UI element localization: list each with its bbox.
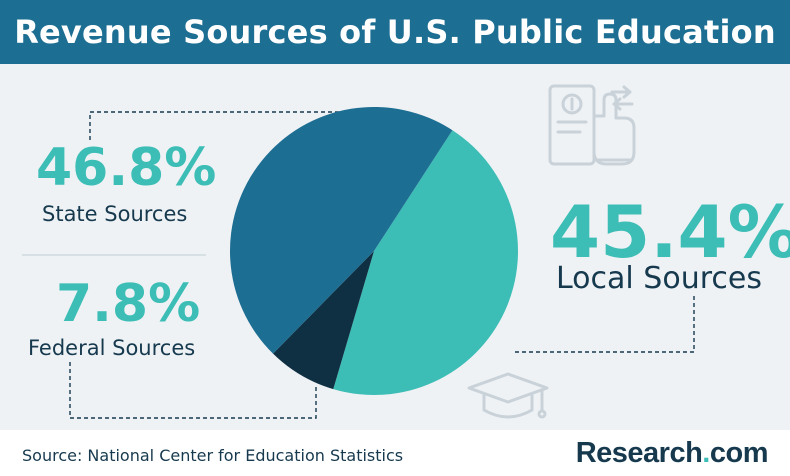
footer xyxy=(0,430,790,476)
pie-slice-local-sources xyxy=(333,130,518,395)
local-connector xyxy=(515,296,695,353)
page-title: Revenue Sources of U.S. Public Education xyxy=(14,13,776,51)
local-label: Local Sources xyxy=(556,261,762,296)
brand-name: Research xyxy=(575,437,703,469)
pie-slice-federal-sources xyxy=(273,251,374,390)
federal-label: Federal Sources xyxy=(28,336,196,360)
brand-logo: Research.com xyxy=(575,437,769,470)
pie-slices xyxy=(229,106,518,395)
brand-dot: . xyxy=(702,437,710,469)
state-percentage: 46.8% xyxy=(36,138,217,198)
federal-percentage: 7.8% xyxy=(56,274,201,334)
state-label: State Sources xyxy=(42,202,188,226)
graduation-cap-icon xyxy=(467,372,549,419)
connector-lines xyxy=(69,111,695,419)
source-note: Source: National Center for Education St… xyxy=(22,446,404,465)
federal-connector xyxy=(69,362,317,419)
brand-tld: com xyxy=(709,437,769,469)
header-banner: Revenue Sources of U.S. Public Education xyxy=(0,0,790,64)
state-connector xyxy=(89,111,346,140)
pie-slice-state-sources xyxy=(229,106,453,354)
payment-hand-icon xyxy=(548,84,636,166)
local-percentage: 45.4% xyxy=(550,190,790,274)
